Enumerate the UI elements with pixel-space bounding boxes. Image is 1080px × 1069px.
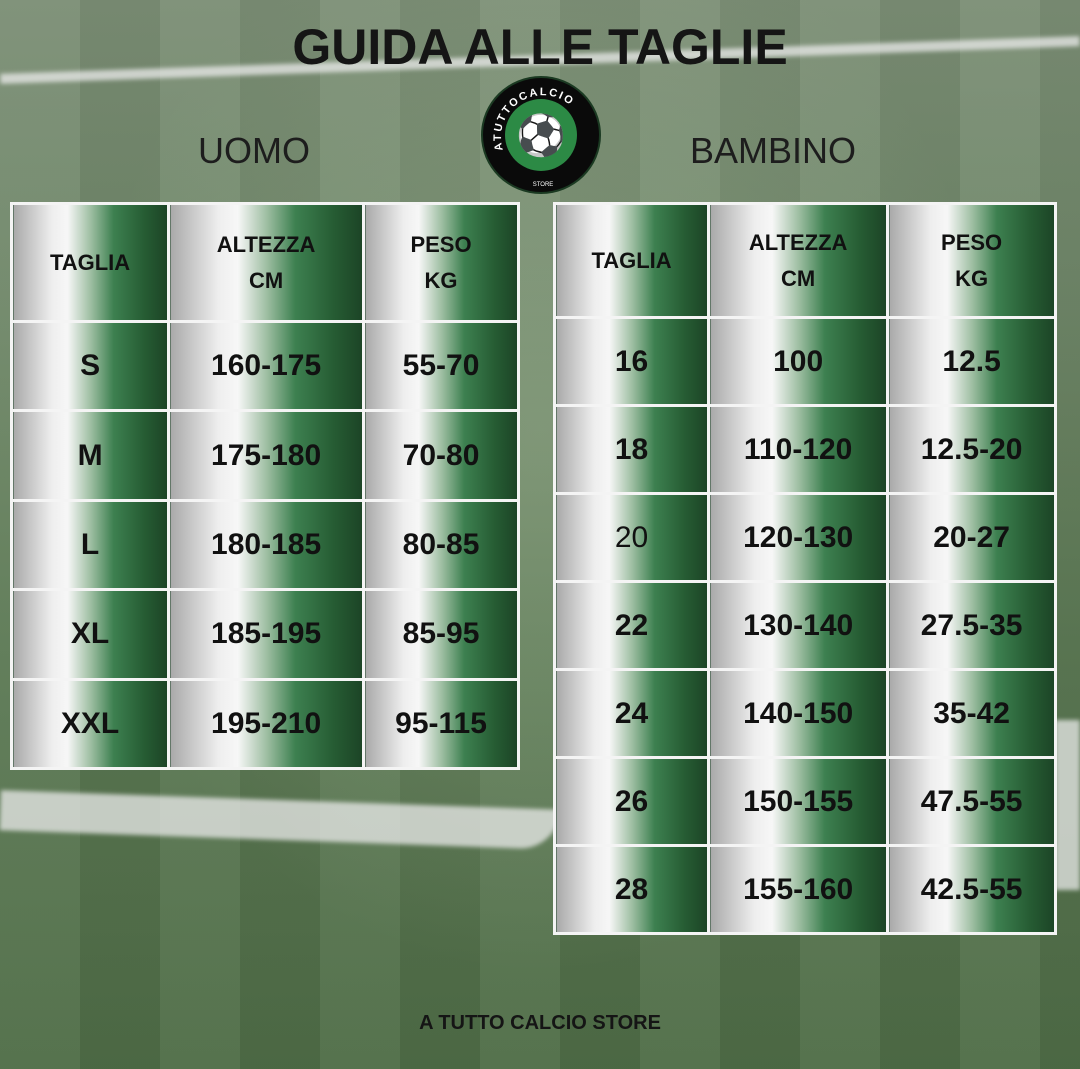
table-cell: 140-150	[707, 668, 890, 759]
table-row: XXL 195-210 95-115	[9, 677, 520, 771]
table-cell: 28	[552, 844, 711, 935]
table-row: S 160-175 55-70	[9, 319, 520, 413]
table-row: XL 185-195 85-95	[9, 588, 520, 681]
table-cell: 180-185	[167, 498, 366, 592]
table-cell: 42.5-55	[886, 844, 1057, 935]
section-label-bambino: BAMBINO	[690, 130, 857, 171]
size-table-uomo: TAGLIA ALTEZZA CM PESO KG S 160-175 55-70 M 175-1…	[9, 202, 520, 771]
table-cell: XL	[9, 588, 171, 681]
table-cell: 100	[707, 316, 890, 407]
table-row: M 175-180 70-80	[9, 409, 520, 502]
table-cell: 22	[552, 580, 711, 671]
table-cell: 12.5-20	[886, 404, 1057, 495]
table-cell: 70-80	[362, 409, 520, 502]
column-header: PESO KG	[886, 202, 1057, 319]
table-cell: 85-95	[362, 588, 520, 681]
table-cell: 120-130	[707, 492, 890, 583]
field-line	[0, 790, 561, 850]
table-row: 16 100 12.5	[552, 316, 1057, 407]
table-cell: 26	[552, 756, 711, 847]
table-cell: 95-115	[362, 677, 520, 771]
column-header: ALTEZZA CM	[707, 202, 890, 319]
table-cell: 160-175	[167, 319, 366, 413]
table-cell: 55-70	[362, 319, 520, 413]
column-header: PESO KG	[362, 202, 520, 323]
table-cell: 12.5	[886, 316, 1057, 407]
player-icon: ⚽	[505, 99, 577, 171]
table-cell: 80-85	[362, 498, 520, 592]
table-cell: XXL	[9, 677, 171, 771]
footer-store-name: A TUTTO CALCIO STORE	[419, 1012, 661, 1034]
size-table-bambino: TAGLIA ALTEZZA CM PESO KG 16 100 12.5 18 110-120 1…	[552, 202, 1057, 935]
table-cell: 16	[552, 316, 711, 407]
table-row: 28 155-160 42.5-55	[552, 844, 1057, 935]
table-row: 22 130-140 27.5-35	[552, 580, 1057, 671]
table-cell: M	[9, 409, 171, 502]
table-row: 20 120-130 20-27	[552, 492, 1057, 583]
column-header: TAGLIA	[9, 202, 171, 323]
column-header: ALTEZZA CM	[167, 202, 366, 323]
table-cell: 20	[552, 492, 711, 583]
table-cell: 110-120	[707, 404, 890, 495]
store-logo: ATUTTOCALCIO STORE ⚽	[481, 76, 601, 194]
section-label-uomo: UOMO	[198, 130, 310, 171]
table-cell: 20-27	[886, 492, 1057, 583]
table-cell: 195-210	[167, 677, 366, 771]
table-cell: 24	[552, 668, 711, 759]
table-cell: L	[9, 498, 171, 592]
table-cell: 185-195	[167, 588, 366, 681]
table-row: L 180-185 80-85	[9, 498, 520, 592]
table-cell: 18	[552, 404, 711, 495]
column-header: TAGLIA	[552, 202, 711, 319]
logo-ring-text: ATUTTOCALCIO STORE	[492, 86, 577, 188]
svg-text:ATUTTOCALCIO: ATUTTOCALCIO	[492, 86, 577, 152]
table-cell: 35-42	[886, 668, 1057, 759]
table-cell: 175-180	[167, 409, 366, 502]
table-cell: 47.5-55	[886, 756, 1057, 847]
page-title: GUIDA ALLE TAGLIE	[292, 19, 788, 75]
table-cell: 150-155	[707, 756, 890, 847]
table-row: 24 140-150 35-42	[552, 668, 1057, 759]
svg-text:STORE: STORE	[533, 182, 554, 188]
table-row: 26 150-155 47.5-55	[552, 756, 1057, 847]
table-cell: 130-140	[707, 580, 890, 671]
table-cell: 155-160	[707, 844, 890, 935]
table-row: 18 110-120 12.5-20	[552, 404, 1057, 495]
table-cell: S	[9, 319, 171, 413]
table-cell: 27.5-35	[886, 580, 1057, 671]
field-line	[1055, 720, 1080, 890]
